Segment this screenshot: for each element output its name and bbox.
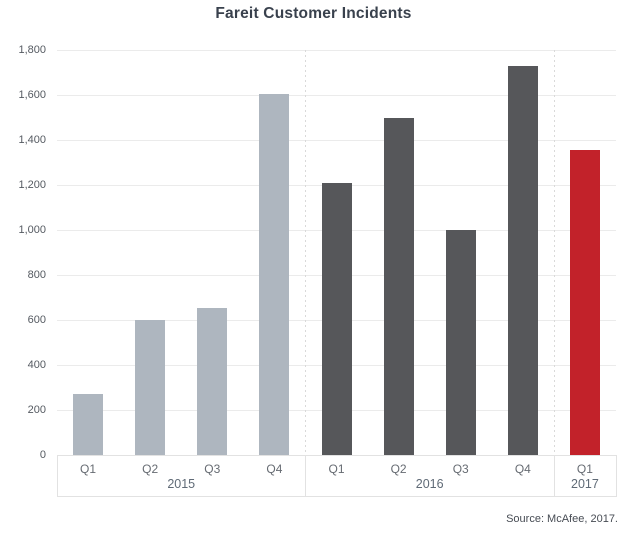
bar-2015-q4 <box>259 93 290 455</box>
y-axis-tick-label: 1,800 <box>18 44 46 56</box>
y-axis-tick-label: 200 <box>27 404 46 416</box>
x-axis-band <box>57 455 617 497</box>
bar-2016-q1 <box>321 182 352 455</box>
y-axis-tick-label: 1,400 <box>18 134 46 146</box>
x-axis-year-label: 2016 <box>415 477 444 491</box>
source-note: Source: McAfee, 2017. <box>506 513 618 525</box>
x-axis-quarter-label: Q2 <box>142 462 159 476</box>
bar-2015-q2 <box>135 320 166 455</box>
bar-2016-q3 <box>445 230 476 455</box>
y-axis-tick-label: 1,600 <box>18 89 46 101</box>
y-axis-tick-label: 800 <box>27 269 46 281</box>
gridline <box>57 140 616 141</box>
bar-2015-q1 <box>73 394 104 455</box>
bar-2015-q3 <box>197 307 228 455</box>
x-axis-quarter-label: Q4 <box>514 462 531 476</box>
gridline <box>57 95 616 96</box>
group-separator-line <box>553 50 555 455</box>
y-axis-tick-label: 400 <box>27 359 46 371</box>
y-axis-tick-label: 1,000 <box>18 224 46 236</box>
x-axis-quarter-label: Q3 <box>452 462 469 476</box>
x-axis-quarter-label: Q1 <box>80 462 97 476</box>
group-separator-line <box>305 50 307 455</box>
x-axis-quarter-label: Q3 <box>204 462 221 476</box>
x-axis-year-label: 2017 <box>571 477 599 491</box>
y-axis-tick-label: 0 <box>39 449 46 461</box>
bar-2016-q4 <box>507 65 538 455</box>
band-divider <box>305 455 307 497</box>
x-axis-quarter-label: Q1 <box>328 462 345 476</box>
x-axis-year-label: 2015 <box>167 477 196 491</box>
bar-2016-q2 <box>383 117 414 455</box>
x-axis-quarter-label: Q1 <box>576 462 593 476</box>
bar-2017-q1 <box>569 150 600 455</box>
gridline <box>57 50 616 51</box>
y-axis-tick-label: 1,200 <box>18 179 46 191</box>
band-divider <box>553 455 555 497</box>
x-axis-quarter-label: Q4 <box>266 462 283 476</box>
y-axis-tick-label: 600 <box>27 314 46 326</box>
x-axis-quarter-label: Q2 <box>390 462 407 476</box>
chart-title: Fareit Customer Incidents <box>215 5 412 22</box>
